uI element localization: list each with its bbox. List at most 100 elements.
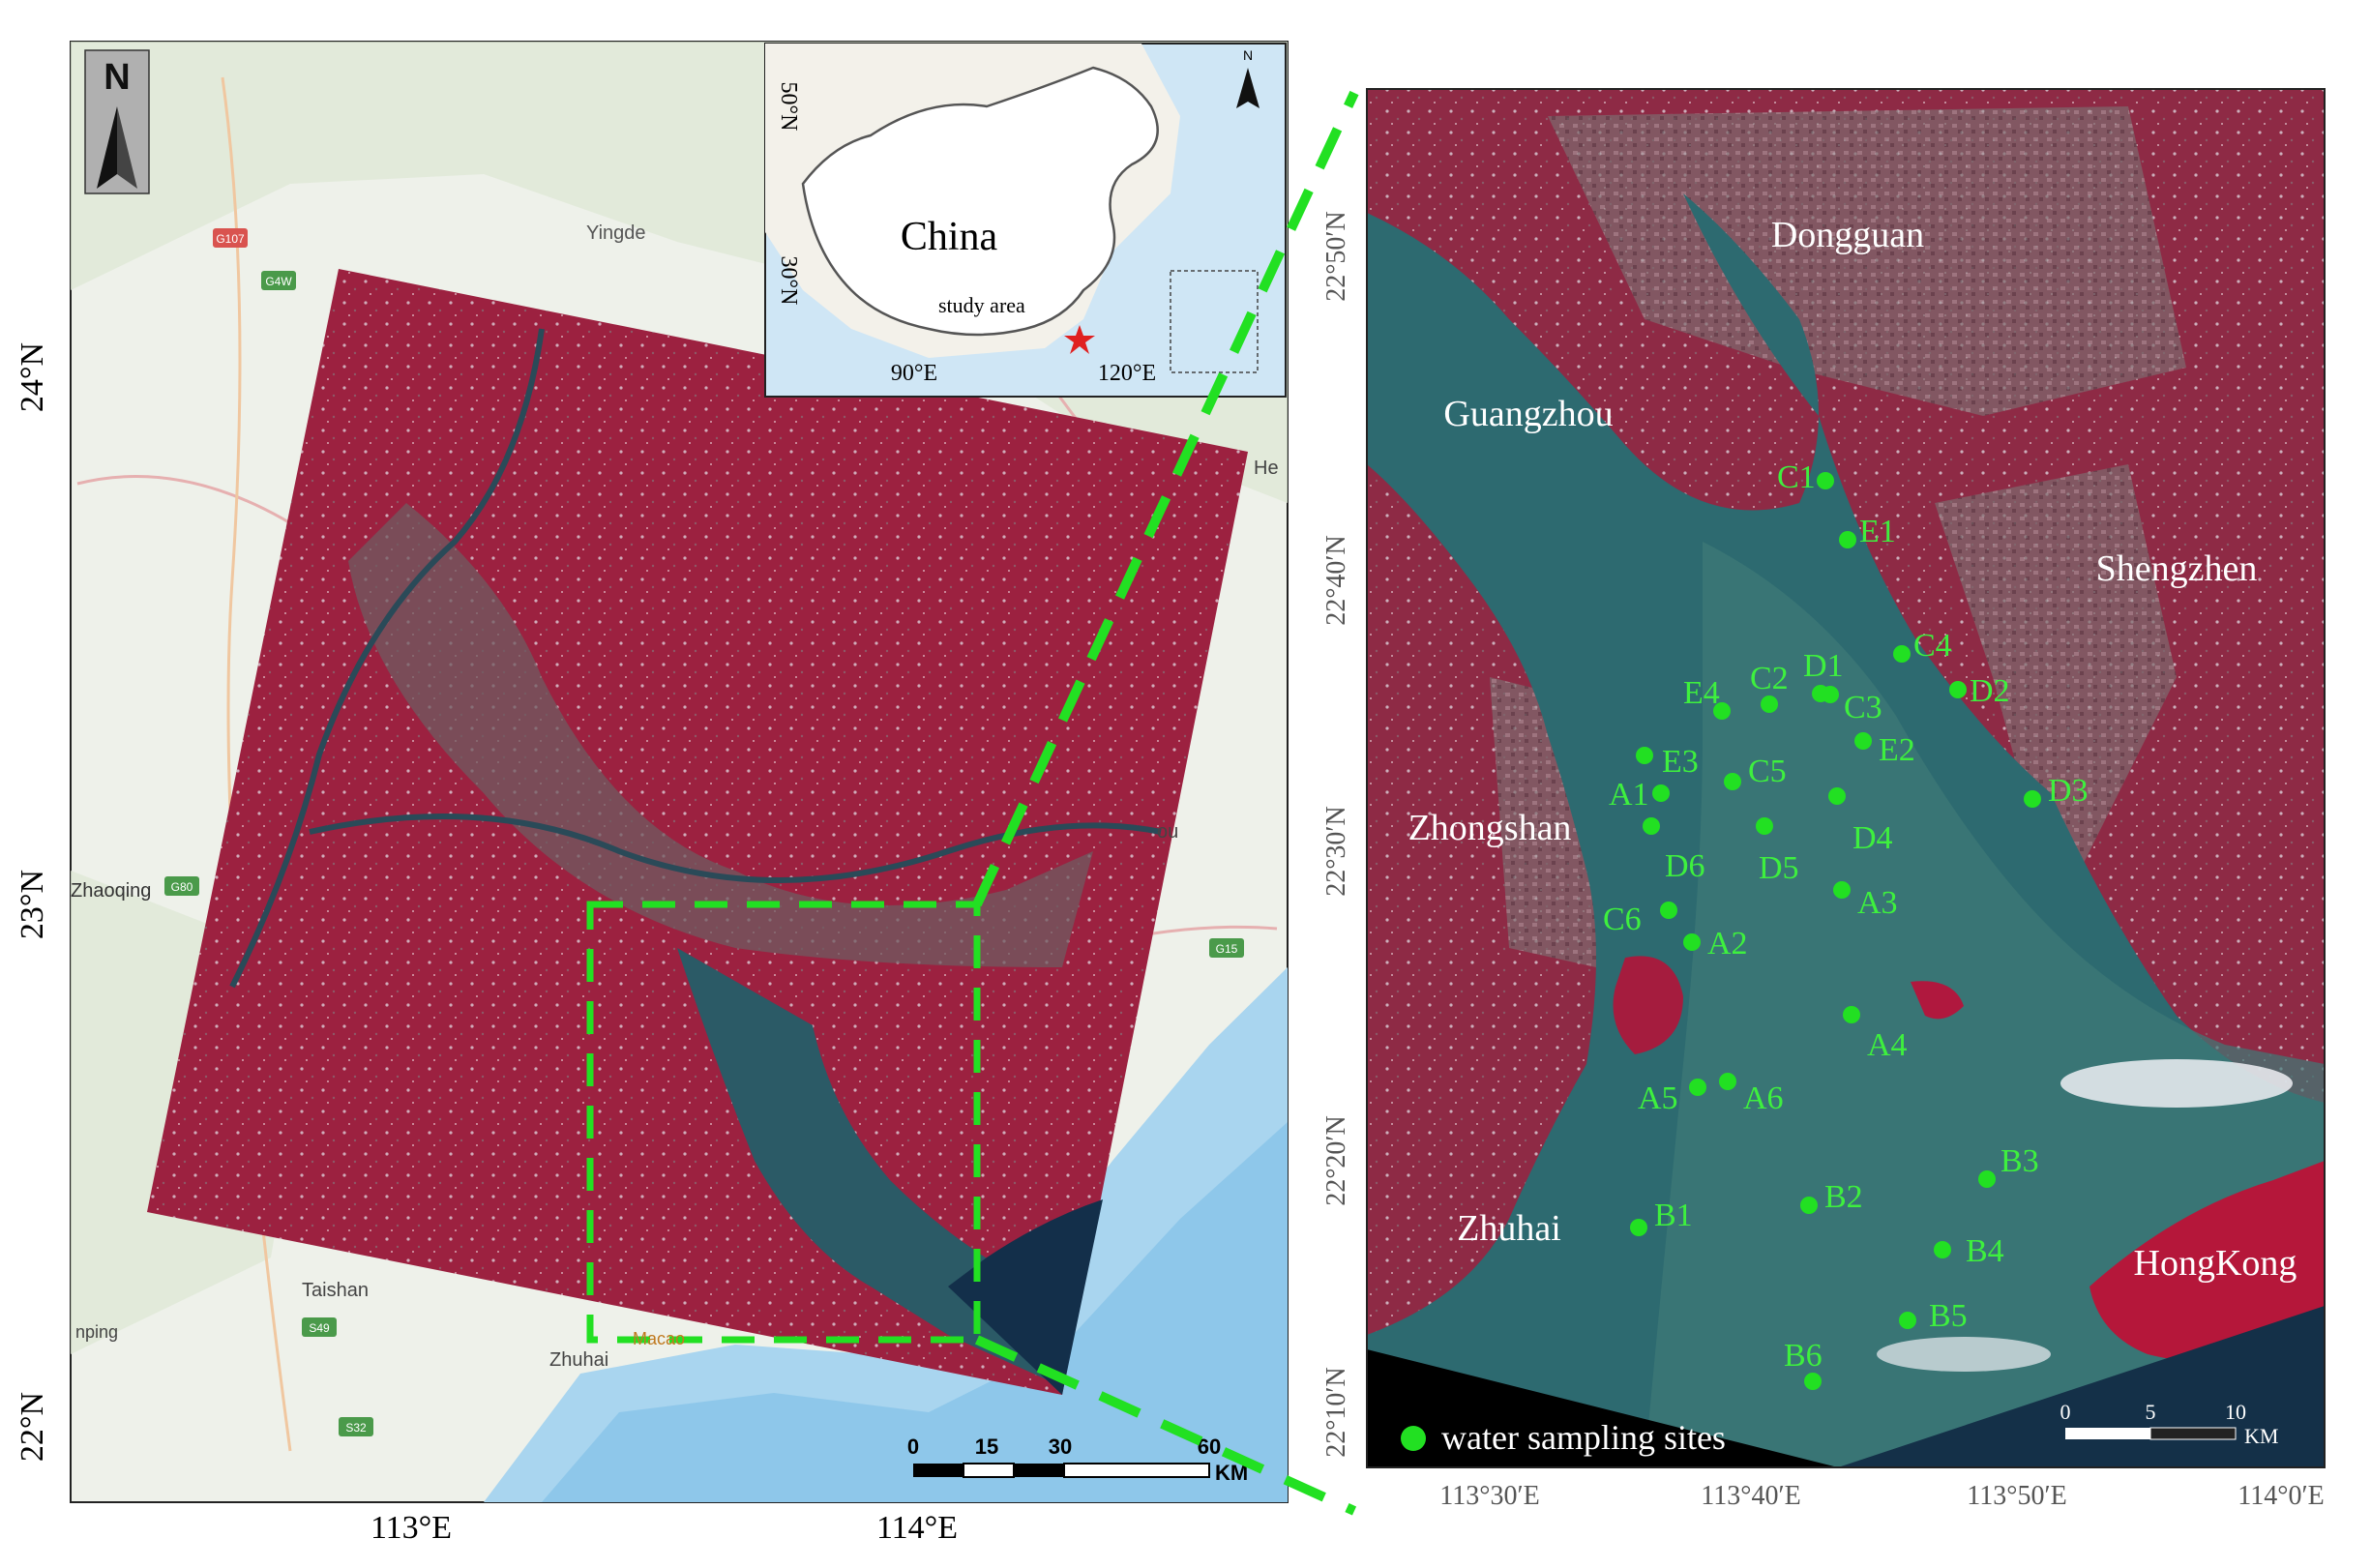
- detail-map: Dongguan Guangzhou Shengzhen Zhongshan Z…: [1321, 88, 2326, 1511]
- place-label: Yingde: [586, 222, 646, 244]
- nodata-corner: [1367, 1349, 1838, 1467]
- satellite-scene: [147, 269, 1248, 1395]
- sampling-site-label: B4: [1966, 1233, 2004, 1269]
- hongkong-land: [2089, 1161, 2325, 1364]
- city-label: HongKong: [2134, 1243, 2297, 1284]
- overview-scale-bar: 0 15 30 60 KM: [907, 1435, 1248, 1485]
- sampling-site-label: A1: [1609, 777, 1649, 813]
- scale-segment: [1063, 1463, 1210, 1478]
- place-label: ou: [1157, 821, 1178, 843]
- overview-lon-label: 113°E: [370, 1510, 452, 1546]
- road-shield: [261, 271, 296, 290]
- sampling-site-marker: [1822, 686, 1839, 703]
- city-label: Guangzhou: [1443, 394, 1613, 434]
- sampling-site-marker: [1630, 1219, 1647, 1236]
- sampling-site-label: B2: [1824, 1179, 1863, 1215]
- sampling-site-marker: [1724, 773, 1741, 790]
- legend-label: water sampling sites: [1441, 1418, 1726, 1457]
- zoom-guide-line: [974, 1335, 1357, 1516]
- sea-deep: [542, 1122, 1288, 1502]
- sampling-site-marker: [1683, 933, 1701, 951]
- detail-frame: [1366, 88, 2326, 1468]
- detail-scale-bar: 0 5 10 KM: [2060, 1400, 2279, 1448]
- sampling-sites: C1 E1 C4 D1 C2 E4 C3 D2 E3 E2 C5 A1 D3 D6 D4 D5 A3 C6 A2 A4…: [1603, 459, 2089, 1390]
- scale-tick: 5: [2146, 1400, 2156, 1424]
- sampling-site-label: B6: [1784, 1338, 1823, 1374]
- sampling-site-label: D3: [2048, 773, 2089, 809]
- sampling-site-label: A4: [1867, 1027, 1908, 1063]
- north-arrow-left: [97, 106, 117, 189]
- scale-tick: 15: [975, 1435, 998, 1459]
- sampling-site-label: B5: [1929, 1298, 1968, 1334]
- sampling-site-marker: [1800, 1197, 1818, 1214]
- urban-area: [1548, 106, 2186, 416]
- sampling-site-label: A3: [1857, 885, 1898, 921]
- sampling-site-label: D1: [1803, 648, 1844, 684]
- sampling-site-label: E3: [1662, 744, 1699, 780]
- study-area-star-icon: [1064, 325, 1095, 354]
- sampling-site-marker: [1652, 784, 1670, 802]
- inset-map: N China study area 90°E 120°E 50°N 30°N: [764, 43, 1287, 398]
- scene-river: [229, 328, 545, 989]
- island: [1613, 956, 1683, 1054]
- city-label: Shengzhen: [2096, 548, 2258, 589]
- overview-lat-label: 24°N: [15, 342, 50, 412]
- road-shields: G107 G4W G80 G15 S32 S49: [164, 228, 1244, 1436]
- sampling-site-marker: [1713, 702, 1731, 720]
- sampling-site-label: E1: [1859, 514, 1896, 549]
- city-label: Zhongshan: [1408, 808, 1572, 848]
- road-shield: [339, 1417, 373, 1436]
- place-label: Taishan: [302, 1280, 369, 1301]
- inset-study-area-label: study area: [938, 293, 1025, 317]
- scale-tick: 30: [1049, 1435, 1072, 1459]
- sampling-site-marker: [1817, 472, 1834, 489]
- sampling-site-marker: [1893, 645, 1911, 663]
- inset-north-arrow: [1236, 68, 1260, 108]
- scale-segment: [1014, 1464, 1064, 1477]
- inset-country-label: China: [901, 215, 998, 259]
- road-shield-label: G80: [171, 880, 193, 894]
- sampling-site-marker: [1843, 1006, 1860, 1023]
- sampling-site-label: B1: [1654, 1198, 1693, 1233]
- island: [1911, 981, 1964, 1020]
- sampling-site-label: C2: [1750, 661, 1789, 696]
- north-arrow-right: [117, 106, 137, 189]
- sampling-site-marker: [1978, 1170, 1996, 1188]
- detail-sea: [1838, 1306, 2325, 1467]
- road-shield: [1209, 938, 1244, 958]
- road-shield-label: G4W: [265, 275, 292, 288]
- city-label: Dongguan: [1771, 215, 1924, 255]
- sampling-site-label: A2: [1707, 926, 1748, 962]
- scene-sea: [948, 1199, 1103, 1395]
- sampling-site-label: C5: [1748, 754, 1787, 789]
- inset-north-label: N: [1243, 47, 1253, 63]
- scale-segment: [963, 1463, 1015, 1478]
- sampling-site-label: A5: [1638, 1080, 1678, 1116]
- place-label: He: [1254, 458, 1279, 479]
- place-label: Zhaoqing: [71, 880, 151, 902]
- detail-lat-label: 22°10′N: [1321, 1367, 1351, 1458]
- cloud: [1877, 1337, 2051, 1372]
- sampling-site-marker: [1636, 747, 1653, 764]
- place-label: Macao: [633, 1329, 685, 1348]
- detail-lon-label: 113°30′E: [1439, 1481, 1539, 1511]
- place-label: Zhuhai: [549, 1349, 608, 1371]
- overview-lat-label: 23°N: [15, 870, 50, 939]
- sampling-site-marker: [1839, 531, 1856, 548]
- road-shield-label: S32: [345, 1421, 367, 1435]
- sampling-site-marker: [1854, 732, 1872, 750]
- inset-lon-label: 120°E: [1098, 361, 1156, 386]
- sampling-site-marker: [1833, 881, 1851, 899]
- road-shield-label: G107: [216, 232, 245, 246]
- detail-lat-label: 22°50′N: [1321, 211, 1351, 302]
- city-label: Zhuhai: [1457, 1208, 1561, 1249]
- scale-tick: 0: [907, 1435, 919, 1459]
- sampling-site-marker: [1899, 1312, 1916, 1329]
- road-shield-label: G15: [1216, 942, 1238, 956]
- urban-area: [1935, 464, 2177, 871]
- scale-tick: 10: [2225, 1400, 2246, 1424]
- inset-lat-label: 50°N: [776, 82, 801, 132]
- detail-lon-label: 113°40′E: [1701, 1481, 1800, 1511]
- sampling-site-marker: [1756, 817, 1773, 835]
